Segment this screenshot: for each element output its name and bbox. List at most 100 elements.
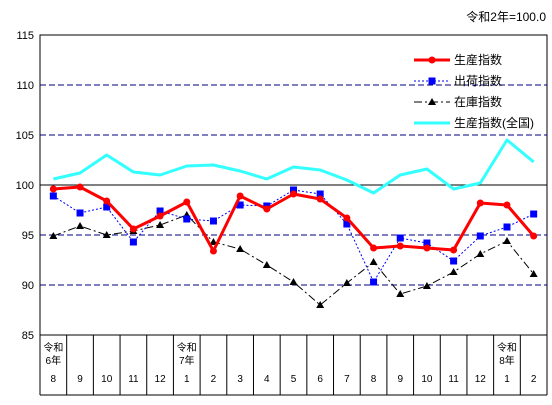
series-3 xyxy=(52,138,535,195)
legend-marker xyxy=(428,56,436,64)
y-tick-label: 105 xyxy=(16,130,34,142)
x-year-label: 6年 xyxy=(46,354,62,367)
y-tick-label: 110 xyxy=(16,80,34,92)
data-point xyxy=(76,183,84,191)
data-point xyxy=(316,195,324,203)
data-point xyxy=(49,185,57,193)
x-month-label: 7 xyxy=(344,374,350,385)
data-point xyxy=(450,246,458,254)
legend-label: 生産指数(全国) xyxy=(454,115,534,130)
data-point xyxy=(503,223,511,231)
data-point xyxy=(236,201,244,209)
x-month-label: 12 xyxy=(155,374,167,385)
data-point xyxy=(183,215,191,223)
series-line xyxy=(53,214,535,306)
data-point xyxy=(156,207,164,215)
data-point xyxy=(396,242,404,250)
x-month-label: 8 xyxy=(371,374,377,385)
data-point xyxy=(49,232,58,239)
data-point xyxy=(396,290,405,297)
y-axis: 85 90 95 100 105 110 115 xyxy=(16,30,34,342)
x-month-label: 6 xyxy=(317,374,323,385)
data-point xyxy=(290,186,297,194)
legend-label: 生産指数 xyxy=(454,52,502,67)
x-month-label: 3 xyxy=(237,374,243,385)
y-tick-label: 115 xyxy=(16,30,34,42)
data-point xyxy=(102,231,111,238)
x-era-label: 令和 xyxy=(497,341,517,354)
data-point xyxy=(156,221,165,228)
data-point xyxy=(502,237,511,244)
data-point xyxy=(370,244,378,252)
data-point xyxy=(103,203,111,211)
data-point xyxy=(503,201,511,209)
data-point xyxy=(342,279,351,286)
data-point xyxy=(423,239,431,247)
series-2 xyxy=(49,211,538,308)
data-point xyxy=(423,244,431,252)
data-point xyxy=(129,225,137,233)
data-point xyxy=(450,257,458,265)
data-point xyxy=(476,232,484,240)
x-month-label: 2 xyxy=(211,374,217,385)
data-point xyxy=(343,220,351,228)
data-point xyxy=(236,245,245,252)
y-tick-label: 95 xyxy=(22,230,34,242)
x-month-label: 9 xyxy=(397,374,403,385)
data-point xyxy=(76,209,84,217)
data-point xyxy=(236,192,244,200)
x-month-label: 5 xyxy=(291,374,297,385)
data-point xyxy=(209,247,217,255)
data-point xyxy=(76,222,85,229)
data-point xyxy=(449,268,458,275)
data-point xyxy=(529,270,538,277)
data-point xyxy=(209,238,218,245)
data-point xyxy=(316,190,324,198)
base-year-note: 令和2年=100.0 xyxy=(466,10,546,24)
legend-marker xyxy=(428,77,436,85)
x-month-label: 1 xyxy=(504,374,510,385)
data-point xyxy=(530,232,538,240)
x-month-label: 10 xyxy=(101,374,113,385)
legend-label: 出荷指数 xyxy=(454,73,502,88)
x-month-label: 9 xyxy=(77,374,83,385)
x-month-label: 12 xyxy=(475,374,487,385)
legend-entry-1: 出荷指数 xyxy=(414,73,502,88)
data-point xyxy=(290,190,297,198)
legend-marker xyxy=(428,98,436,105)
data-point xyxy=(396,234,404,242)
data-point xyxy=(129,238,137,246)
data-point xyxy=(370,278,378,286)
series-1 xyxy=(49,186,538,286)
legend-entry-3: 生産指数(全国) xyxy=(414,115,534,130)
series-layer xyxy=(49,138,538,308)
data-point xyxy=(343,214,351,222)
data-point xyxy=(156,212,164,220)
y-tick-label: 100 xyxy=(16,180,34,192)
data-point xyxy=(209,217,217,225)
x-year-label: 8年 xyxy=(499,354,515,367)
y-tick-label: 85 xyxy=(22,330,34,342)
data-point xyxy=(476,250,485,257)
data-point xyxy=(262,261,271,268)
x-era-label: 令和 xyxy=(177,341,197,354)
data-point xyxy=(289,278,298,285)
data-point xyxy=(263,205,271,213)
x-month-label: 2 xyxy=(531,374,537,385)
data-point xyxy=(476,199,484,207)
x-year-label: 7年 xyxy=(179,354,195,367)
x-era-label: 令和 xyxy=(43,341,63,354)
x-month-label: 11 xyxy=(128,374,139,385)
grid-layer xyxy=(39,34,548,336)
x-month-label: 11 xyxy=(448,374,459,385)
data-point xyxy=(103,197,111,205)
data-point xyxy=(49,192,57,200)
legend-label: 在庫指数 xyxy=(454,94,502,109)
x-month-label: 8 xyxy=(51,374,57,385)
data-point xyxy=(316,301,325,308)
series-line xyxy=(52,138,535,195)
x-month-label: 4 xyxy=(264,374,270,385)
data-point xyxy=(369,258,378,265)
x-month-label: 10 xyxy=(421,374,433,385)
